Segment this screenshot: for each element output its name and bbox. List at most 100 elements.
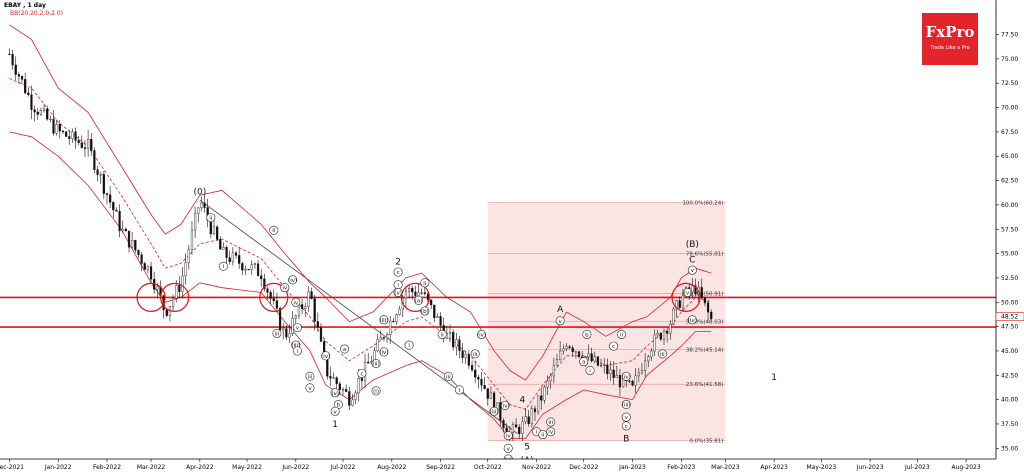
wave-label: (iv) [477, 332, 486, 338]
wave-label: iv [282, 286, 288, 292]
wave-label: 4 [520, 396, 526, 406]
candle-body [483, 384, 486, 389]
wave-label-ring [292, 346, 302, 356]
candle-body [83, 147, 87, 149]
wave-label: (iv) [321, 354, 330, 360]
candle-body [706, 302, 710, 313]
candle-body [467, 354, 470, 366]
candle-body [452, 332, 455, 348]
wave-label-ring [357, 368, 367, 378]
x-tick-label: Jul-2023 [904, 464, 930, 471]
candle-body [80, 142, 83, 148]
wave-label: iii [446, 374, 451, 380]
candle-body [562, 348, 565, 352]
wave-label: iv [506, 434, 512, 440]
candle-body [20, 76, 24, 80]
highlight-circle [671, 282, 701, 312]
x-tick-label: Mar-2023 [711, 464, 740, 471]
candle-body [52, 118, 55, 134]
x-tick-label: May-2022 [232, 464, 262, 471]
candle-body [285, 328, 288, 338]
wave-label: 2 [395, 257, 401, 267]
wave-label-ring [621, 399, 631, 409]
y-tick-label: 70.00 [1001, 105, 1018, 112]
candle-body [640, 370, 644, 374]
wave-label-ring [538, 430, 548, 440]
candle-body [68, 136, 71, 139]
wave-label-ring [454, 385, 464, 395]
wave-label: ii [209, 216, 213, 222]
candle-body [260, 275, 263, 280]
candle-body [351, 399, 354, 406]
fib-level-label: 61.8%(50.91) [686, 291, 724, 297]
wave-label: (iii) [291, 343, 300, 349]
wave-label: (iii) [379, 318, 388, 324]
candle-body [187, 249, 190, 263]
wave-label-ring [437, 329, 447, 339]
wave-label-ring [420, 278, 430, 288]
candle-body [184, 262, 187, 277]
candle-body [96, 169, 99, 175]
candle-body [294, 315, 297, 319]
x-tick-label: Jul-2022 [330, 464, 356, 471]
candle-body [694, 285, 697, 295]
candle-body [58, 123, 61, 132]
x-tick-label: Jan-2023 [618, 464, 646, 471]
wave-labels: (0)iiiiiiiiiv(iv)(iii)ivviiiiv(iv)ab(v)v… [193, 187, 777, 466]
candle-body [137, 249, 140, 255]
wave-label: 5 [524, 442, 530, 452]
wave-label-ring [305, 371, 315, 381]
bollinger-middle-band [9, 78, 712, 410]
candle-body [653, 334, 656, 352]
wave-label: (v) [684, 291, 692, 297]
candle-body [543, 386, 546, 401]
candle-body [175, 285, 178, 299]
wave-label-ring [291, 297, 301, 307]
candle-body [313, 298, 316, 322]
candle-body [489, 392, 493, 399]
x-tick-label: Dec-2022 [569, 464, 598, 471]
wave-label: ii [272, 228, 276, 234]
candle-body [395, 314, 398, 323]
candle-body [436, 316, 439, 319]
wave-label: i [397, 283, 399, 289]
candle-body [203, 202, 206, 208]
wave-label: v [334, 409, 338, 415]
candle-body [222, 247, 225, 250]
candle-body [127, 230, 131, 248]
candle-body [675, 300, 678, 310]
candle-body [348, 391, 351, 406]
candle-body [530, 408, 533, 424]
wave-label: v [559, 319, 563, 325]
wave-label-ring [500, 400, 510, 410]
candle-body [241, 263, 244, 271]
candle-body [225, 247, 228, 258]
current-price-label: 48.52 [1001, 314, 1018, 321]
wave-label: c [625, 424, 628, 430]
candle-body [644, 360, 647, 371]
candle-body [470, 365, 474, 371]
x-tick-label: Feb-2022 [93, 464, 121, 471]
candle-body [514, 424, 518, 428]
candle-body [197, 207, 200, 214]
candle-body [134, 240, 137, 251]
wave-label-ring [340, 344, 350, 354]
candle-body [93, 150, 96, 170]
candle-body [14, 64, 17, 75]
candle-body [77, 140, 80, 143]
candle-body [666, 330, 669, 334]
candle-body [55, 123, 58, 134]
candle-body [307, 291, 310, 307]
candle-body [549, 375, 552, 382]
wave-label: v [507, 446, 511, 452]
wave-label: iv [548, 430, 554, 436]
candle-body [102, 174, 105, 194]
fib-level-label: 38.2%(45.14) [686, 348, 724, 354]
candle-body [8, 53, 11, 56]
candle-body [650, 350, 653, 357]
wave-label: b [585, 332, 589, 338]
wave-label: (iv) [288, 278, 297, 284]
y-tick-label: 62.50 [1001, 178, 1018, 185]
candle-body [140, 254, 143, 264]
